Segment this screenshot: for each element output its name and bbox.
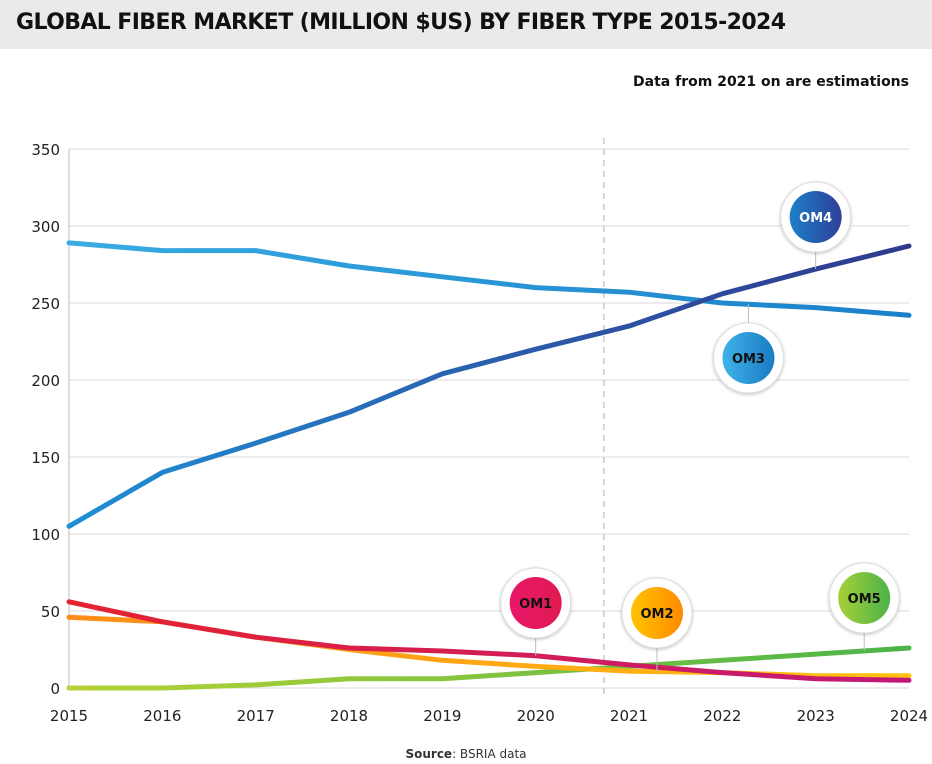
series-label-OM3: OM3 xyxy=(732,352,765,367)
y-tick-label-150: 150 xyxy=(31,449,60,467)
x-tick-label-2023: 2023 xyxy=(797,707,835,725)
y-tick-label-300: 300 xyxy=(31,218,60,236)
series-label-OM1: OM1 xyxy=(519,597,552,612)
y-tick-label-250: 250 xyxy=(31,295,60,313)
y-tick-label-350: 350 xyxy=(31,141,60,159)
x-tick-label-2018: 2018 xyxy=(330,707,368,725)
x-tick-label-2017: 2017 xyxy=(237,707,275,725)
x-tick-label-2019: 2019 xyxy=(423,707,461,725)
line-chart: 0 50 100 150 200 250 300 350 2015 2016 2017 2018 201… xyxy=(0,0,932,764)
series-label-OM5: OM5 xyxy=(848,592,881,607)
series-layer xyxy=(69,243,909,688)
x-tick-label-2015: 2015 xyxy=(50,707,88,725)
source-note: Source: BSRIA data xyxy=(0,747,932,761)
x-tick-label-2020: 2020 xyxy=(517,707,555,725)
x-tick-label-2022: 2022 xyxy=(703,707,741,725)
series-line-OM1 xyxy=(69,602,909,681)
label-layer: OM1 OM2 OM3 OM4 OM5 xyxy=(501,182,900,672)
series-label-OM4: OM4 xyxy=(799,211,832,226)
y-tick-label-200: 200 xyxy=(31,372,60,390)
x-tick-label-2024: 2024 xyxy=(890,707,928,725)
source-text: : BSRIA data xyxy=(452,747,526,761)
series-line-OM4 xyxy=(69,246,909,526)
x-tick-label-2021: 2021 xyxy=(610,707,648,725)
source-label: Source xyxy=(405,747,452,761)
x-tick-label-2016: 2016 xyxy=(143,707,181,725)
series-label-OM2: OM2 xyxy=(640,607,673,622)
y-tick-label-50: 50 xyxy=(41,603,60,621)
y-tick-label-0: 0 xyxy=(50,680,60,698)
y-tick-label-100: 100 xyxy=(31,526,60,544)
